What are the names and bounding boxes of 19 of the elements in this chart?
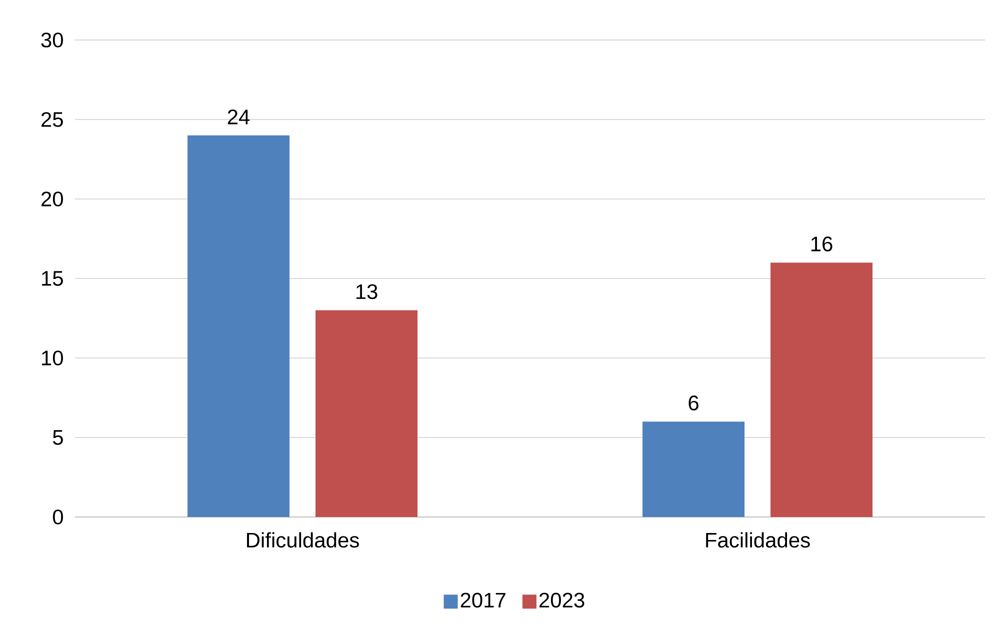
- y-tick-label: 5: [52, 430, 63, 445]
- data-label: 6: [688, 396, 698, 410]
- bar: [770, 262, 873, 517]
- data-label: 16: [811, 236, 832, 252]
- y-tick-label: 0: [52, 510, 63, 524]
- x-tick-label: Dificuldades: [247, 532, 359, 548]
- bar: [188, 135, 290, 517]
- y-tick-label: 25: [42, 112, 63, 127]
- data-label: 24: [228, 110, 250, 124]
- data-label: 13: [356, 284, 378, 300]
- y-tick-label: 20: [42, 192, 63, 206]
- y-tick-label: 30: [41, 32, 63, 48]
- y-tick-label: 15: [42, 271, 63, 286]
- y-tick-label: 10: [42, 350, 63, 366]
- bar: [316, 310, 418, 517]
- x-tick-label: Facilidades: [706, 532, 810, 548]
- legend-label: 2017: [460, 592, 506, 608]
- bar: [642, 422, 745, 517]
- legend-label: 2023: [539, 592, 584, 608]
